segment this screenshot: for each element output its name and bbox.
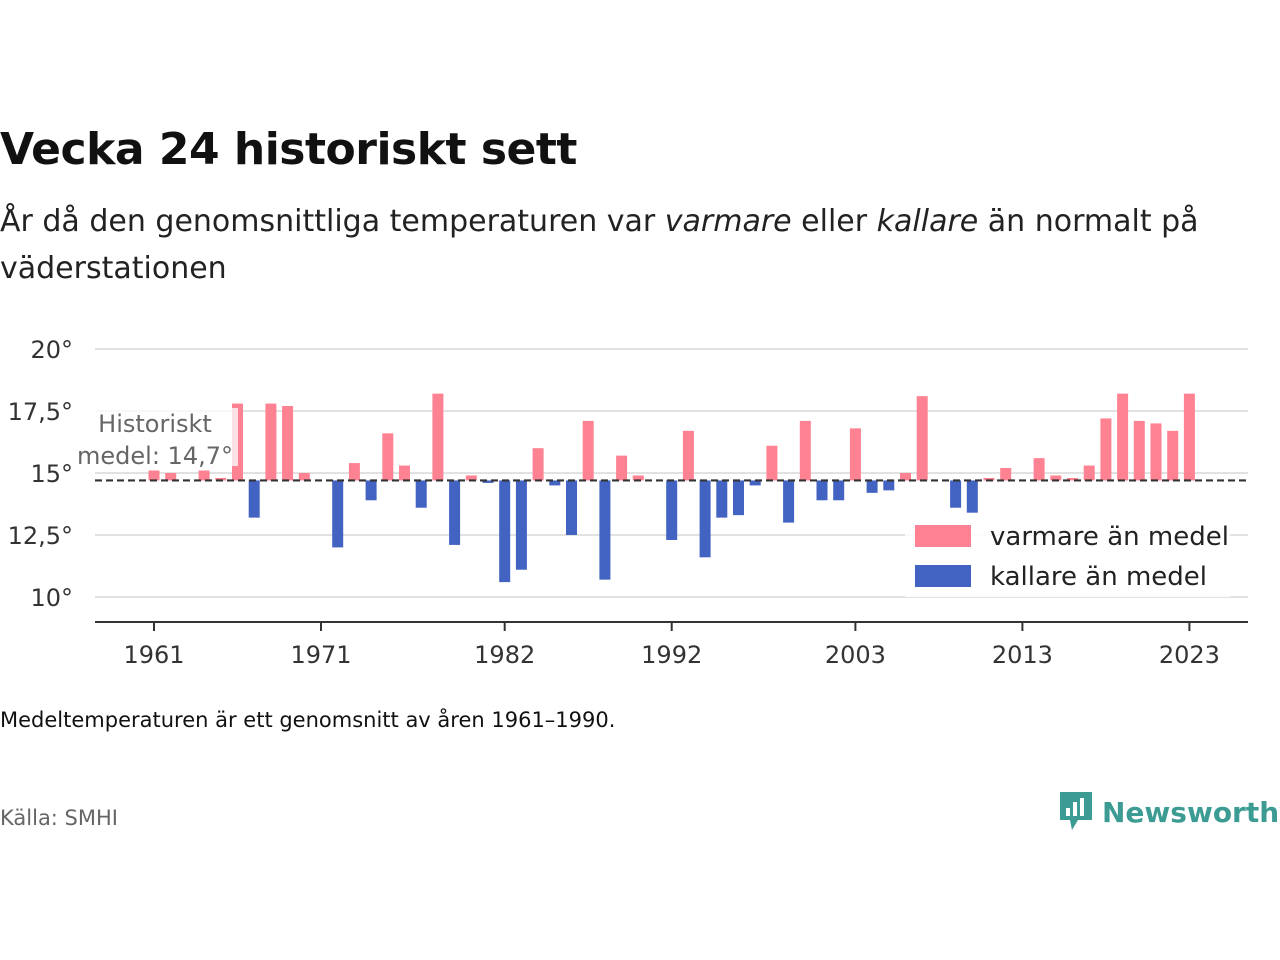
warm-bar — [1000, 468, 1012, 481]
y-tick-label: 15° — [30, 460, 73, 488]
cold-bar — [950, 480, 962, 508]
subtitle-text: eller — [791, 204, 877, 239]
warm-bar — [1133, 420, 1145, 481]
warm-bar — [215, 477, 227, 481]
warm-bar — [432, 393, 444, 481]
warm-bar — [1150, 423, 1162, 481]
warm-bar — [532, 448, 544, 481]
y-axis-labels: 10° 12,5° 15° 17,5° 20° — [8, 336, 73, 612]
cold-bar — [482, 480, 494, 483]
warm-bar — [298, 473, 310, 481]
y-tick-label: 10° — [30, 584, 73, 612]
warm-bar — [1067, 477, 1078, 481]
y-tick-label: 17,5° — [8, 398, 73, 426]
newsworthy-icon — [1060, 792, 1092, 830]
chart-subtitle: År då den genomsnittliga temperaturen va… — [0, 198, 1230, 292]
baseline-label-bg — [88, 408, 238, 466]
cold-bar — [816, 480, 828, 501]
warm-bar — [1100, 418, 1112, 481]
baseline-label: Historiskt medel: 14,7° — [77, 408, 238, 470]
x-tick-label: 2023 — [1159, 641, 1220, 669]
x-tick-label: 2003 — [825, 641, 886, 669]
legend-label: varmare än medel — [990, 522, 1229, 552]
warm-bar — [983, 477, 995, 481]
cold-bar — [599, 480, 611, 580]
warm-bar — [1183, 393, 1195, 481]
x-axis-ticks: 1961 1971 1982 1992 2003 2013 2023 — [123, 622, 1220, 669]
temperature-bar-chart: 10° 12,5° 15° 17,5° 20° Historiskt medel: 14,… — [8, 336, 1248, 669]
cold-bar — [716, 480, 728, 518]
subtitle-cold-word: kallare — [876, 204, 979, 239]
warm-bar — [1050, 475, 1062, 481]
footnote: Medeltemperaturen är ett genomsnitt av å… — [0, 708, 616, 732]
warm-bar — [148, 470, 160, 481]
brand-name: Newsworthy — [1102, 795, 1280, 829]
cold-bar — [566, 480, 577, 535]
cold-bar — [699, 480, 711, 558]
warm-bar — [198, 470, 210, 481]
warm-bar — [382, 433, 394, 481]
warm-bar — [682, 430, 694, 481]
warm-bar — [282, 406, 294, 481]
legend-swatch — [915, 565, 971, 587]
warm-bar — [1117, 393, 1129, 481]
y-tick-label: 12,5° — [8, 522, 73, 550]
warm-bar — [165, 473, 177, 481]
warm-bar — [348, 463, 360, 481]
warm-bar — [632, 475, 644, 481]
warm-bar — [916, 396, 928, 481]
warm-bar — [900, 473, 911, 481]
cold-bar — [833, 480, 845, 501]
cold-bar — [966, 480, 978, 513]
warm-bar — [465, 475, 477, 481]
warm-bar — [265, 403, 277, 481]
x-tick-label: 1961 — [123, 641, 184, 669]
y-tick-label: 20° — [30, 336, 73, 364]
cold-bar — [499, 480, 511, 583]
warm-bar — [766, 445, 778, 481]
subtitle-text: År då den genomsnittliga temperaturen va… — [0, 204, 665, 239]
warm-bar — [582, 420, 594, 481]
subtitle-warm-word: varmare — [664, 204, 792, 239]
baseline-label-line: Historiskt — [98, 410, 212, 438]
warm-bar — [616, 455, 628, 481]
x-tick-label: 1971 — [290, 641, 351, 669]
cold-bar — [783, 480, 795, 523]
legend: varmare än medel kallare än medel — [905, 515, 1230, 597]
subtitle-text: än normalt på väderstationen — [0, 204, 1199, 286]
baseline-label-line: medel: 14,7° — [77, 442, 233, 470]
cold-bar — [749, 480, 761, 486]
cold-bar — [515, 480, 527, 570]
warm-bar — [799, 420, 811, 481]
chart-title: Vecka 24 historiskt sett — [0, 124, 577, 175]
source-text: Källa: SMHI — [0, 806, 118, 830]
cold-bar — [415, 480, 427, 508]
cold-bar — [883, 480, 895, 491]
x-tick-label: 1982 — [474, 641, 535, 669]
cold-bar — [365, 480, 377, 501]
cold-bar — [866, 480, 878, 493]
cold-bar — [733, 480, 744, 516]
x-tick-label: 1992 — [641, 641, 702, 669]
warm-bar — [1083, 465, 1095, 481]
legend-swatch — [915, 525, 971, 547]
warm-bar — [1167, 430, 1179, 481]
cold-bar — [549, 480, 561, 486]
warm-bar — [1033, 458, 1045, 481]
cold-bar — [332, 480, 344, 548]
x-tick-label: 2013 — [992, 641, 1053, 669]
warm-bar — [399, 465, 410, 481]
legend-label: kallare än medel — [990, 562, 1207, 592]
cold-bar — [248, 480, 260, 518]
brand-logo: Newsworthy — [1058, 790, 1280, 834]
cold-bar — [666, 480, 678, 540]
cold-bar — [449, 480, 461, 545]
warm-bar — [849, 428, 861, 481]
